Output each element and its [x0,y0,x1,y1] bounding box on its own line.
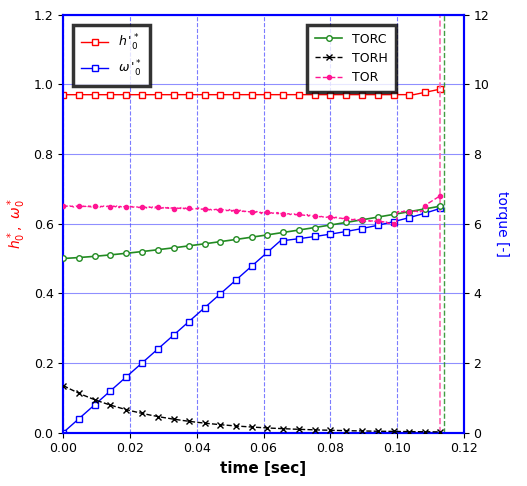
Y-axis label: $h^*_0,\ \omega^*_0$: $h^*_0,\ \omega^*_0$ [5,198,28,249]
Legend: TORC, TORH, TOR: TORC, TORH, TOR [307,25,396,91]
X-axis label: time [sec]: time [sec] [220,461,307,476]
Y-axis label: torque [-]: torque [-] [495,191,509,257]
